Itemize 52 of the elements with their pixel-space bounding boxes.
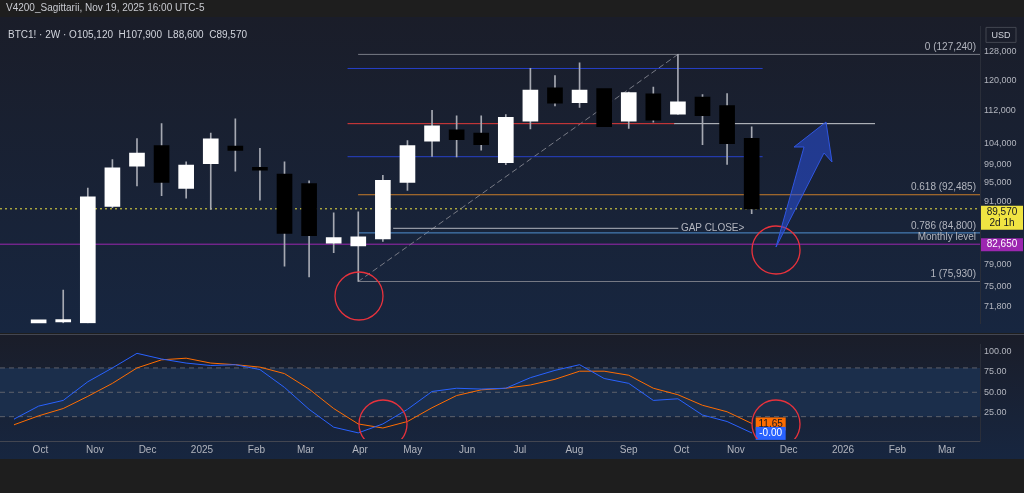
y-tick-label: 75.00 <box>984 366 1007 377</box>
y-tick-label: 79,000 <box>984 258 1012 269</box>
x-tick-label: Nov <box>85 443 104 455</box>
annotation: Monthly level <box>917 230 976 242</box>
y-tick-label: 75,000 <box>984 281 1012 292</box>
annotation: 0.786 (84,800) <box>910 219 976 231</box>
y-tick-label: 50.00 <box>984 386 1007 397</box>
y-tick-label: 99,000 <box>984 159 1012 170</box>
text: V4200_Sagittarii, Nov 19, 2025 16:00 UTC-5 <box>6 2 205 15</box>
data-label: -0.00 <box>759 427 783 439</box>
x-tick-label: Jul <box>513 443 527 455</box>
data-label: 11.65 <box>758 417 784 429</box>
ref-line-label: 89,570 2d 1h <box>986 206 1018 229</box>
x-tick-label: Dec <box>138 443 157 455</box>
candlestick <box>252 148 268 201</box>
y-tick-label: 71,800 <box>984 300 1012 311</box>
x-tick-label: 2026 <box>831 443 855 455</box>
chart-title: BTC1! · 2W · O105,120 H107,900 L88,600 C89,570 <box>8 29 248 41</box>
x-tick-label: Mar <box>296 443 315 455</box>
x-tick-label: Sep <box>619 443 639 455</box>
candlestick <box>55 289 72 324</box>
x-tick-label: Mar <box>938 443 956 455</box>
x-tick-label: Oct <box>673 443 690 455</box>
y-tick-label: 100.00 <box>984 346 1012 357</box>
x-tick-label: Nov <box>726 443 745 455</box>
y-tick-label: 25.00 <box>984 407 1007 418</box>
y-tick-label: 91,000 <box>984 196 1012 207</box>
x-tick-label: 2025 <box>190 443 214 455</box>
x-tick-label: Dec <box>779 443 798 455</box>
y-tick-label: 112,000 <box>984 105 1016 115</box>
x-tick-label: Jun <box>459 443 476 455</box>
x-tick-label: Oct <box>32 443 49 455</box>
candlestick <box>30 319 47 324</box>
x-tick-label: May <box>403 443 423 455</box>
x-tick-label: Aug <box>565 443 584 455</box>
y-tick-label: 104,000 <box>984 137 1017 148</box>
x-tick-label: Apr <box>352 443 369 455</box>
annotation: 0.618 (92,485) <box>910 181 976 193</box>
ref-line-label: 82,650 <box>986 238 1018 250</box>
annotation: 1 (75,930) <box>930 268 976 280</box>
candlestick <box>670 54 686 115</box>
y-tick-label: 128,000 <box>984 46 1017 57</box>
annotation: 0 (127,240) <box>924 41 976 53</box>
x-tick-label: Feb <box>888 443 907 455</box>
candlestick <box>596 88 612 127</box>
text: USD <box>991 29 1011 40</box>
x-tick-label: Feb <box>247 443 266 455</box>
y-tick-label: 120,000 <box>984 74 1017 85</box>
annotation: GAP CLOSE> <box>680 222 745 234</box>
candlestick <box>350 211 367 282</box>
candlestick <box>325 212 342 254</box>
y-tick-label: 95,000 <box>984 177 1012 188</box>
